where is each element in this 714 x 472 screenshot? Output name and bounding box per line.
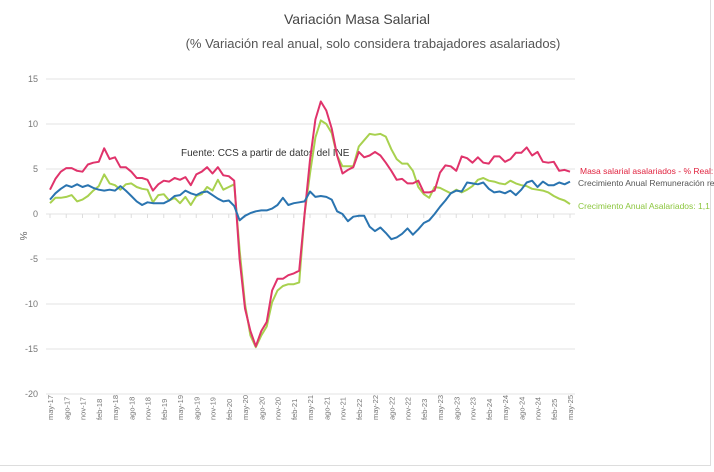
y-tick-label: -10 [25,299,38,309]
chart-title: Variación Masa Salarial [284,11,430,27]
x-tick-label: ago-17 [62,397,71,420]
y-tick-label: 15 [28,74,38,84]
x-tick-label: feb-25 [550,399,559,420]
y-tick-label: 10 [28,119,38,129]
y-tick-label: 0 [33,209,38,219]
x-tick-label: ago-23 [452,397,461,420]
x-tick-label: nov-21 [339,397,348,420]
x-tick-label: may-19 [176,395,185,420]
x-tick-label: nov-24 [534,397,543,420]
source-annotation: Fuente: CCS a partir de datos del INE [181,148,350,159]
x-tick-label: may-24 [501,395,510,420]
x-tick-label: may-21 [306,395,315,420]
y-axis-label: % [17,232,28,241]
x-tick-label: may-23 [436,395,445,420]
x-tick-label: may-22 [371,395,380,420]
x-tick-label: feb-19 [160,399,169,420]
x-tick-label: feb-21 [290,399,299,420]
x-tick-label: nov-23 [469,397,478,420]
x-tick-label: ago-24 [517,397,526,420]
x-tick-label: may-18 [111,395,120,420]
x-tick-label: nov-19 [209,397,218,420]
x-tick-label: feb-23 [420,399,429,420]
x-tick-label: feb-24 [485,399,494,420]
series-line-1 [49,179,571,241]
chart-subtitle: (% Variación real anual, solo considera … [186,36,561,51]
x-tick-label: feb-22 [355,399,364,420]
y-tick-label: 5 [33,164,38,174]
x-tick-label: feb-18 [95,399,104,420]
x-tick-label: ago-19 [192,397,201,420]
series-line-2 [49,119,571,349]
series-line-0 [49,100,571,348]
x-tick-label: ago-20 [257,397,266,420]
series-label-remuneracion: Crecimiento Anual Remuneración real: 3,6 [578,178,714,188]
x-tick-label: ago-21 [322,397,331,420]
series-label-masa-salarial: Masa salarial asalariados - % Real: 4,7 [580,166,714,176]
x-tick-label: nov-18 [144,397,153,420]
y-tick-label: -20 [25,389,38,399]
x-tick-label: may-20 [241,395,250,420]
x-tick-label: may-25 [566,395,575,420]
x-tick-label: nov-20 [274,397,283,420]
x-tick-label: ago-22 [387,397,396,420]
y-tick-label: -15 [25,344,38,354]
x-tick-label: nov-17 [79,397,88,420]
x-tick-label: may-17 [46,395,55,420]
x-tick-label: ago-18 [127,397,136,420]
x-tick-label: feb-20 [225,399,234,420]
series-label-asalariados: Crecimiento Anual Asalariados: 1,1 [578,201,710,211]
y-tick-label: -5 [30,254,38,264]
x-tick-label: nov-22 [404,397,413,420]
